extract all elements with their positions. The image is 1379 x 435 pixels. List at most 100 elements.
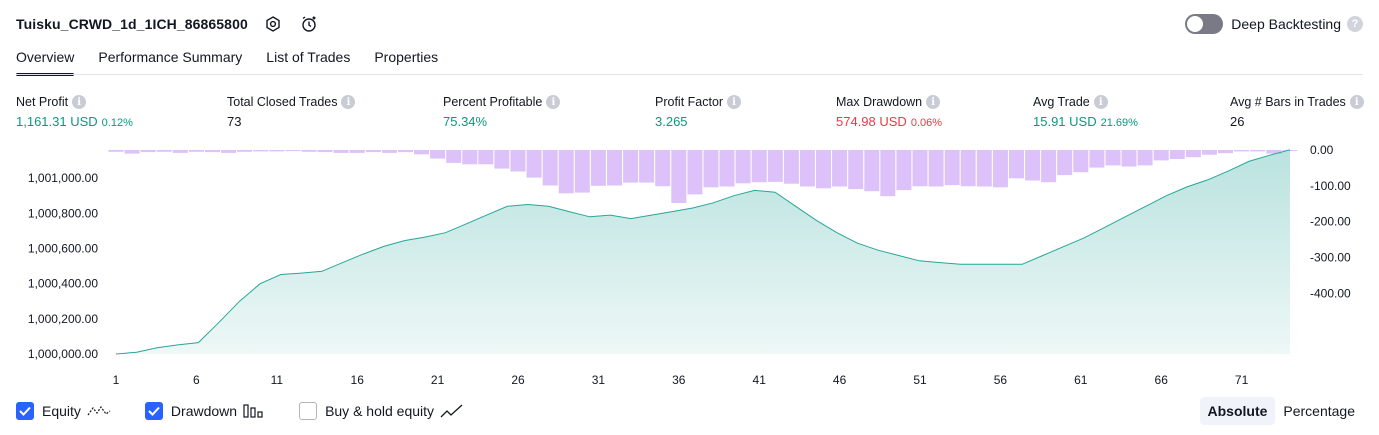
drawdown-bar [1025, 150, 1041, 181]
x-axis-tick: 56 [994, 373, 1008, 387]
drawdown-bar [1169, 150, 1185, 159]
drawdown-bar [671, 150, 687, 203]
drawdown-bar [462, 150, 478, 165]
x-axis-tick: 41 [753, 373, 767, 387]
strategy-header: Tuisku_CRWD_1d_1ICH_86865800 [16, 12, 320, 36]
metric-percent-profitable: Percent Profitable i 75.34% [443, 94, 561, 129]
drawdown-bar [317, 150, 333, 153]
equity-line [115, 149, 1291, 355]
buy-hold-checkbox[interactable] [299, 402, 318, 420]
right-axis-tick: -400.00 [1310, 286, 1351, 300]
strategy-title: Tuisku_CRWD_1d_1ICH_86865800 [16, 16, 248, 32]
right-axis-tick: -300.00 [1310, 251, 1351, 265]
drawdown-bar [1041, 150, 1057, 183]
percentage-button[interactable]: Percentage [1283, 403, 1355, 419]
drawdown-bar [108, 150, 124, 152]
right-axis-tick: -100.00 [1310, 179, 1351, 193]
info-icon[interactable]: i [72, 95, 87, 109]
drawdown-bar [976, 150, 992, 187]
equity-area [116, 149, 1290, 354]
left-axis-tick: 1,000,600.00 [28, 242, 98, 256]
metric-total-closed-trades: Total Closed Trades i 73 [227, 94, 356, 129]
info-icon[interactable]: i [926, 95, 941, 109]
legend-drawdown[interactable]: Drawdown [144, 402, 265, 420]
drawdown-bar [269, 150, 285, 152]
info-icon[interactable]: i [341, 95, 356, 109]
drawdown-bar [767, 150, 783, 182]
drawdown-bars-icon [243, 403, 265, 419]
x-axis-tick: 6 [193, 373, 200, 387]
settings-icon[interactable] [262, 13, 284, 35]
drawdown-bar [365, 150, 381, 153]
drawdown-bar [1057, 150, 1073, 176]
deep-backtesting-toggle[interactable] [1185, 14, 1224, 34]
drawdown-bar [960, 150, 976, 187]
drawdown-bar [607, 150, 622, 186]
x-axis-tick: 16 [351, 373, 365, 387]
x-axis-tick: 46 [833, 373, 847, 387]
metric-value: 3.265 [655, 114, 688, 129]
drawdown-bar [349, 150, 365, 153]
drawdown-bar [992, 150, 1008, 188]
drawdown-bar [478, 150, 494, 165]
x-axis-tick: 61 [1074, 373, 1088, 387]
drawdown-bar [864, 150, 880, 192]
drawdown-bar [590, 150, 606, 186]
drawdown-bar [1218, 150, 1233, 154]
drawdown-bar [1073, 150, 1089, 173]
left-axis-tick: 1,001,000.00 [28, 171, 98, 185]
drawdown-bar [558, 150, 574, 194]
right-axis-tick: 0.00 [1310, 143, 1334, 157]
x-axis-tick: 66 [1155, 373, 1169, 387]
drawdown-bar [285, 150, 301, 152]
tab-overview[interactable]: Overview [16, 46, 75, 76]
x-axis-tick: 1 [113, 373, 120, 387]
info-icon[interactable]: i [1349, 95, 1364, 109]
drawdown-bar [253, 150, 269, 152]
equity-checkbox[interactable] [16, 402, 34, 420]
equity-drawdown-chart[interactable]: 1,000,000.00 1,000,200.00 1,000,400.00 1,00… [0, 140, 1379, 392]
info-icon[interactable]: i [727, 95, 742, 109]
help-icon[interactable]: ? [1347, 16, 1363, 32]
drawdown-bar [912, 150, 928, 187]
right-axis-labels: 0.00 -100.00 -200.00 -300.00 -400.00 [1310, 143, 1351, 300]
add-alert-icon[interactable] [298, 13, 320, 35]
drawdown-bar [124, 150, 140, 154]
metric-avg-trade: Avg Trade i 15.91 USD 21.69% [1033, 94, 1138, 129]
drawdown-bar [205, 150, 220, 153]
drawdown-bar [816, 150, 831, 189]
drawdown-bar [623, 150, 639, 183]
drawdown-bar [751, 150, 767, 183]
legend-label: Buy & hold equity [325, 403, 435, 419]
x-axis-tick: 11 [271, 373, 284, 387]
metric-value: 574.98 USD [836, 114, 907, 129]
metric-label: Percent Profitable [443, 95, 543, 109]
drawdown-checkbox[interactable] [144, 402, 163, 420]
legend-equity[interactable]: Equity [16, 402, 111, 420]
absolute-button[interactable]: Absolute [1199, 397, 1276, 425]
drawdown-bar [542, 150, 558, 186]
info-icon[interactable]: i [546, 95, 561, 109]
tab-list-of-trades[interactable]: List of Trades [266, 49, 351, 65]
metric-label: Total Closed Trades [227, 95, 338, 109]
metric-percent: 21.69% [1100, 117, 1138, 129]
legend-buy-hold[interactable]: Buy & hold equity [299, 402, 464, 420]
deep-backtesting-label: Deep Backtesting [1231, 16, 1341, 32]
left-axis-tick: 1,000,400.00 [28, 277, 98, 291]
drawdown-bar [896, 150, 912, 191]
metric-value: 75.34% [443, 114, 488, 129]
metric-value: 26 [1230, 114, 1245, 129]
x-axis-tick: 51 [913, 373, 927, 387]
metric-label: Max Drawdown [836, 95, 923, 109]
info-icon[interactable]: i [1093, 95, 1108, 109]
drawdown-bar [333, 150, 349, 153]
drawdown-bar [1266, 150, 1282, 154]
tab-performance-summary[interactable]: Performance Summary [98, 49, 243, 65]
drawdown-bar [703, 150, 719, 188]
left-axis-tick: 1,000,200.00 [28, 312, 98, 326]
metric-value: 15.91 USD [1033, 114, 1097, 129]
tab-properties[interactable]: Properties [374, 49, 439, 65]
drawdown-bars [108, 150, 1298, 203]
legend-label: Equity [42, 403, 81, 419]
scale-toggle: Absolute Percentage [1199, 397, 1364, 425]
